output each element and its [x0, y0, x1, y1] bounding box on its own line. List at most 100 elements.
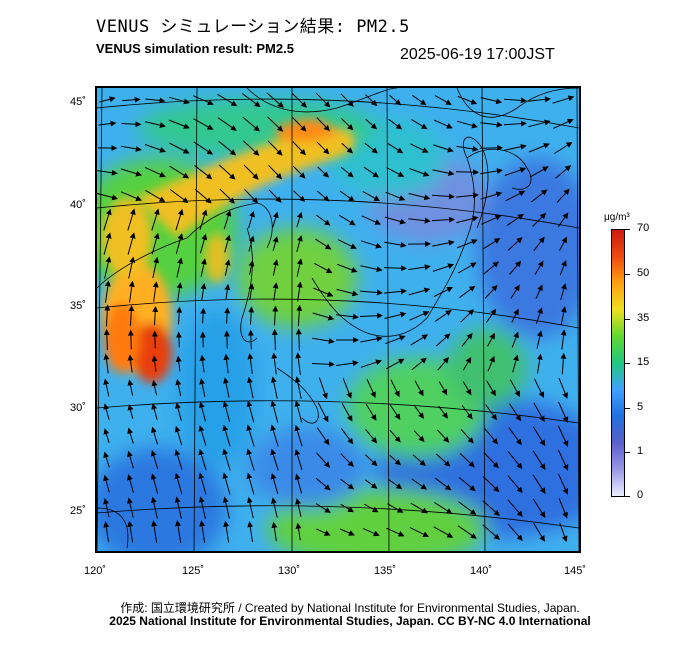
wind-arrow [360, 359, 382, 368]
wind-arrow [534, 378, 544, 398]
wind-arrow [223, 353, 230, 374]
wind-arrow [120, 168, 143, 177]
wind-arrow [243, 140, 260, 156]
wind-arrow [128, 256, 136, 279]
wind-arrow [556, 188, 570, 203]
wind-arrow [559, 522, 568, 543]
wind-arrow [558, 473, 569, 495]
wind-arrow [174, 472, 183, 495]
wind-arrow [384, 216, 407, 225]
wind-arrow [199, 520, 206, 543]
wind-arrow [363, 528, 380, 537]
wind-arrow [244, 188, 259, 204]
wind-arrow [246, 376, 254, 399]
wind-arrow [459, 285, 476, 299]
wind-arrow [408, 264, 431, 271]
wind-arrow [512, 354, 519, 373]
wind-arrow [364, 454, 378, 467]
colorbar-label-50: 50 [637, 267, 650, 279]
wind-arrow [175, 355, 182, 372]
lon-label-125: 125˚ [182, 565, 205, 577]
wind-arrow [438, 381, 448, 396]
wind-arrow [267, 116, 284, 132]
wind-arrow [559, 236, 567, 251]
wind-arrow [175, 379, 182, 397]
colorbar-tick [625, 229, 630, 230]
wind-arrow [169, 165, 190, 179]
wind-arrow [98, 120, 117, 127]
wind-arrow [198, 425, 207, 446]
wind-arrow [340, 503, 355, 513]
wind-arrow [316, 452, 331, 468]
wind-arrow [248, 283, 255, 300]
wind-arrow [336, 288, 359, 297]
wind-arrow [315, 477, 331, 491]
wind-arrow [127, 520, 134, 543]
wind-arrow [174, 449, 183, 470]
wind-arrow [560, 306, 567, 325]
wind-arrow [223, 520, 230, 543]
wind-arrow [150, 496, 158, 519]
wind-arrow [292, 141, 306, 156]
wind-arrow [433, 144, 454, 153]
wind-arrow [340, 478, 355, 490]
wind-arrow [268, 165, 283, 180]
wind-arrow [313, 287, 334, 297]
wind-arrow [294, 424, 303, 447]
wind-arrow [224, 259, 231, 276]
wind-arrow [481, 215, 502, 225]
wind-arrow [532, 498, 546, 518]
wind-arrow [412, 454, 426, 466]
wind-arrow [386, 527, 405, 537]
wind-arrow [336, 313, 359, 320]
wind-arrow [360, 265, 383, 273]
wind-arrow [217, 117, 237, 131]
wind-arrow [271, 352, 278, 375]
wind-arrow [360, 240, 382, 249]
wind-arrow [296, 235, 303, 253]
wind-arrow [200, 307, 207, 324]
wind-arrow [246, 448, 255, 471]
wind-arrow [242, 116, 260, 132]
wind-arrow [457, 525, 477, 539]
wind-arrow [175, 233, 184, 255]
wind-arrow [104, 304, 111, 327]
wind-arrow [528, 119, 551, 128]
wind-arrow [246, 400, 255, 423]
wind-arrow [560, 352, 567, 375]
wind-arrow [409, 527, 430, 537]
wind-arrow [510, 284, 520, 299]
wind-arrow [409, 168, 430, 177]
wind-arrow [536, 330, 543, 349]
wind-arrow [316, 427, 330, 446]
wind-arrow [483, 261, 499, 275]
wind-arrow [200, 258, 207, 277]
wind-arrow [340, 428, 354, 445]
wind-arrow [461, 332, 473, 347]
wind-arrow [127, 329, 134, 350]
wind-arrow [528, 96, 551, 103]
wind-arrow [296, 304, 303, 327]
wind-arrow [127, 404, 134, 419]
wind-arrow [247, 353, 254, 374]
lon-label-120: 120˚ [84, 565, 107, 577]
wind-arrow [175, 208, 184, 231]
wind-arrow [457, 239, 478, 249]
wind-arrow [315, 238, 332, 250]
copyright-line: 2025 National Institute for Environmenta… [109, 614, 591, 628]
colorbar-label-35: 35 [637, 312, 650, 324]
wind-arrow [120, 191, 142, 202]
wind-arrow [127, 450, 134, 469]
wind-arrow [314, 262, 333, 274]
wind-arrow [410, 143, 429, 153]
wind-arrow [506, 213, 524, 227]
wind-arrow [223, 330, 230, 349]
wind-arrow [103, 451, 110, 468]
wind-arrow [193, 141, 214, 155]
colorbar-tick [625, 319, 630, 320]
wind-arrow [127, 232, 136, 255]
wind-arrow [199, 331, 206, 348]
wind-arrow [295, 498, 302, 518]
wind-arrow [459, 452, 475, 468]
wind-arrow [511, 331, 519, 348]
